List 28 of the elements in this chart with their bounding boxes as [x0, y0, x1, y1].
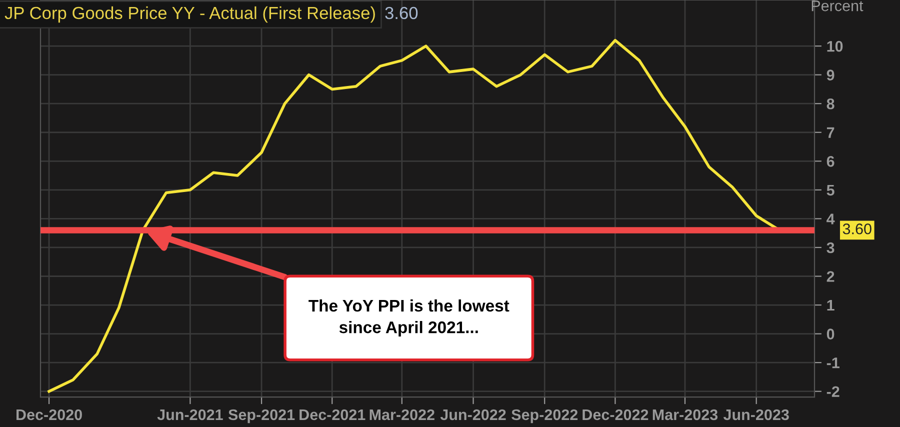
y-tick-label: 8 — [826, 98, 834, 110]
chart-subtitle: 3.60 — [385, 6, 418, 20]
y-tick-label: -1 — [826, 358, 840, 368]
y-tick-label: 2 — [826, 271, 834, 282]
x-tick-label: Dec-2022 — [582, 409, 648, 420]
y-tick-label: 7 — [826, 127, 834, 138]
y-tick-label: 5 — [826, 184, 834, 196]
x-tick-label: Jun-2022 — [440, 409, 506, 420]
ref-line-label: 3.60 — [842, 223, 872, 234]
y-tick-label: 10 — [827, 40, 843, 52]
y-tick-label: 9 — [826, 70, 834, 81]
y-tick-label: 0 — [826, 328, 834, 340]
y-axis-title: Percent — [812, 0, 864, 12]
x-tick-label: Sep-2022 — [512, 409, 578, 424]
x-tick-label: Mar-2023 — [652, 409, 718, 420]
y-tick-label: -2 — [826, 386, 840, 397]
y-tick-label: 6 — [826, 156, 834, 167]
y-tick-label: 4 — [826, 214, 835, 224]
y-tick-label: 1 — [827, 300, 834, 311]
x-tick-label: Jun-2023 — [723, 409, 789, 420]
x-tick-label: Dec-2021 — [300, 409, 366, 420]
x-tick-label: Mar-2022 — [370, 409, 434, 420]
x-tick-label: Sep-2021 — [228, 409, 295, 424]
x-tick-label: Dec-2020 — [16, 409, 82, 420]
chart-title: JP Corp Goods Price YY - Actual (First Release) — [4, 6, 375, 23]
annotation: The YoY PPI is the lowest since April 2021... — [308, 299, 510, 337]
x-tick-label: Jun-2021 — [157, 409, 223, 420]
y-tick-label: 3 — [826, 242, 834, 254]
